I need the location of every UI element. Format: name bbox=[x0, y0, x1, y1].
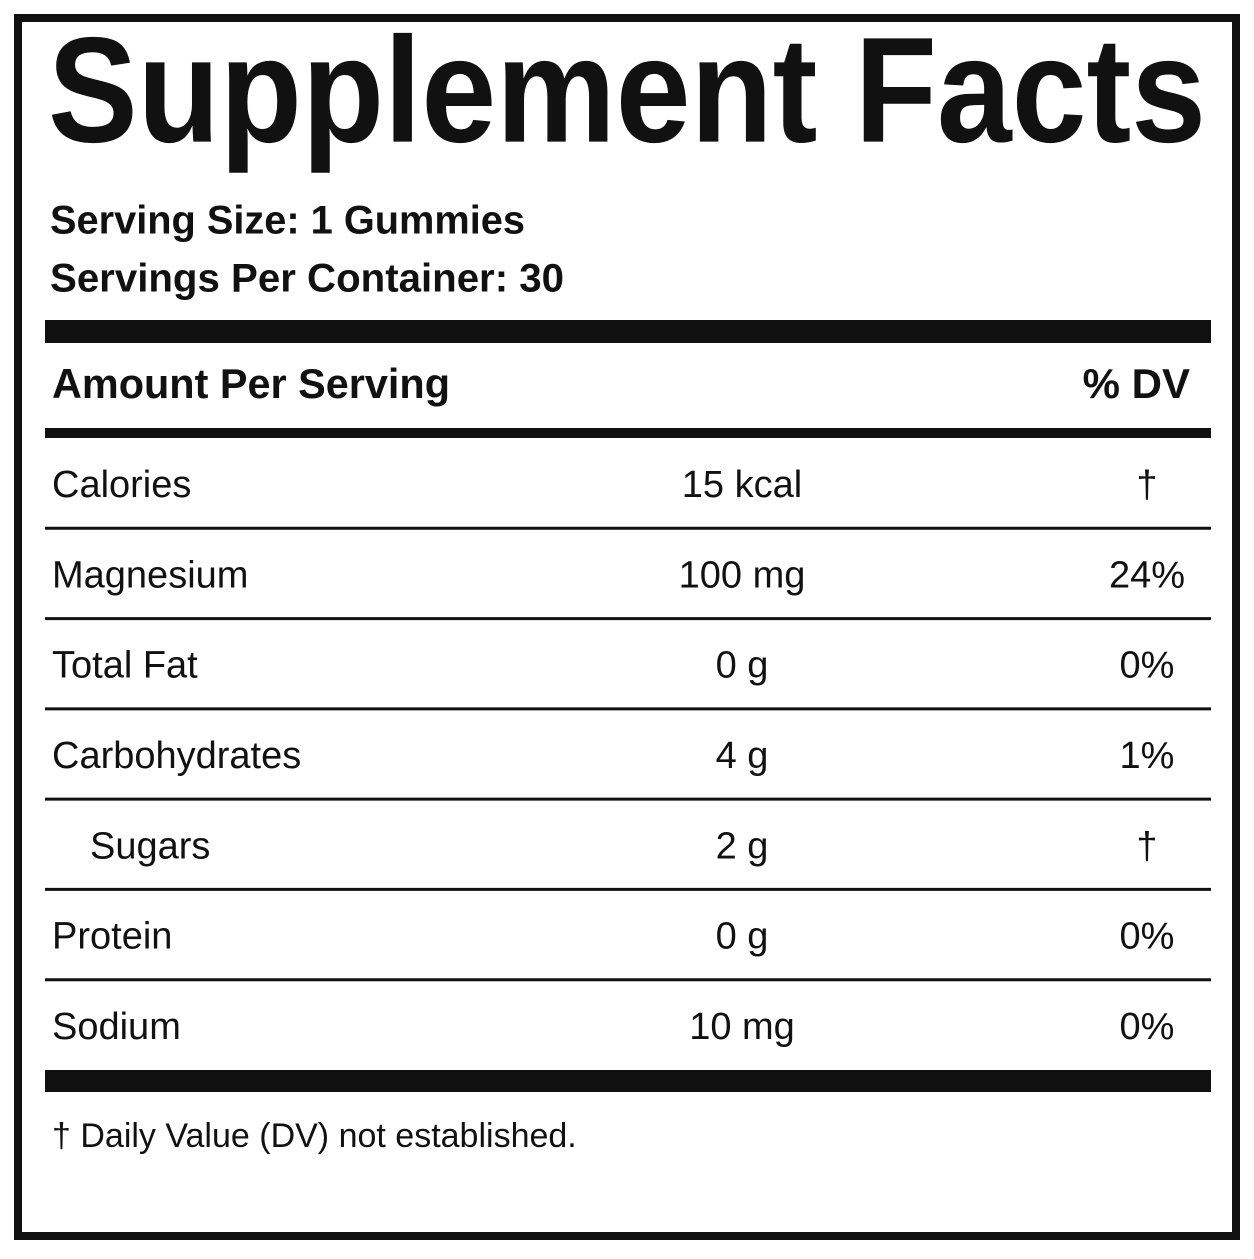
nutrient-amount: 2 g bbox=[716, 825, 769, 867]
nutrient-name: Sodium bbox=[52, 1006, 181, 1048]
thick-rule bbox=[45, 320, 1211, 343]
nutrient-dv: 0% bbox=[1120, 645, 1175, 687]
title: Supplement Facts bbox=[48, 6, 1206, 174]
nutrient-amount: 4 g bbox=[716, 735, 769, 777]
nutrient-rows: Calories 15 kcal † Magnesium 100 mg 24% Total … bbox=[45, 464, 1211, 1048]
nutrient-amount: 15 kcal bbox=[682, 464, 802, 506]
nutrient-dv: † bbox=[1136, 825, 1157, 867]
nutrient-amount: 10 mg bbox=[689, 1006, 795, 1048]
nutrient-name: Magnesium bbox=[52, 554, 248, 596]
nutrient-dv: 0% bbox=[1120, 916, 1175, 958]
nutrient-dv: 24% bbox=[1109, 554, 1185, 596]
nutrient-amount: 0 g bbox=[716, 916, 769, 958]
header-amount: Amount Per Serving bbox=[52, 360, 450, 407]
nutrient-name: Total Fat bbox=[52, 645, 198, 687]
nutrient-name: Protein bbox=[52, 916, 172, 958]
thick-rule bbox=[45, 1070, 1211, 1092]
nutrient-amount: 0 g bbox=[716, 645, 769, 687]
header-dv: % DV bbox=[1083, 360, 1190, 407]
nutrient-amount: 100 mg bbox=[679, 554, 806, 596]
footnote: † Daily Value (DV) not established. bbox=[52, 1117, 577, 1155]
serving-size: Serving Size: 1 Gummies bbox=[50, 199, 525, 243]
servings-per-container: Servings Per Container: 30 bbox=[50, 257, 564, 301]
nutrient-name: Calories bbox=[52, 464, 191, 506]
nutrient-dv: † bbox=[1136, 464, 1157, 506]
header-rule bbox=[45, 428, 1211, 438]
nutrient-dv: 1% bbox=[1120, 735, 1175, 777]
nutrient-name: Carbohydrates bbox=[52, 735, 301, 777]
nutrient-name: Sugars bbox=[90, 825, 210, 867]
label-border bbox=[14, 14, 1240, 1240]
nutrient-dv: 0% bbox=[1120, 1006, 1175, 1048]
